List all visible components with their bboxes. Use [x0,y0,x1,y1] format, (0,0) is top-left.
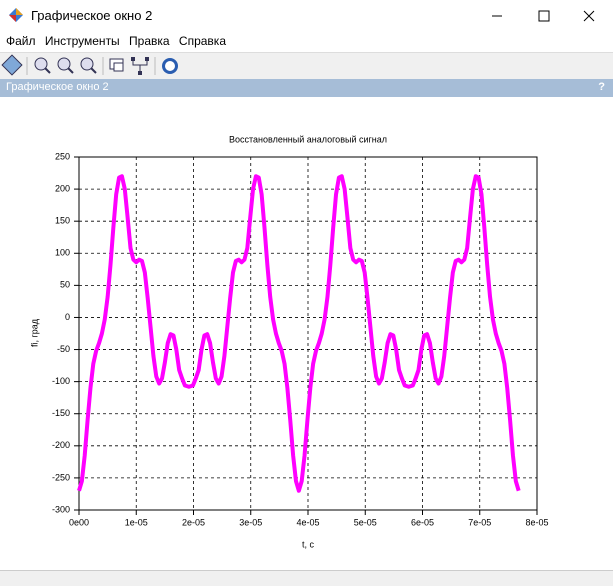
y-tick-label: 100 [55,248,70,258]
x-tick-label: 2e-05 [182,517,205,527]
datatip-tool[interactable] [109,58,124,72]
x-axis-label: t, c [302,539,315,549]
zoom-reset-tool[interactable] [57,57,74,74]
close-button[interactable] [583,10,595,22]
chart: Восстановленный аналоговый сигнал t, c f… [29,134,548,549]
x-tick-label: 3e-05 [239,517,262,527]
status-bar [0,570,613,586]
y-tick-label: 250 [55,151,70,161]
y-tick-label: -200 [52,440,70,450]
maximize-button[interactable] [538,10,550,22]
zoom-out-tool[interactable] [80,57,97,74]
menu-item[interactable]: Правка [129,34,170,48]
rotate-tool[interactable] [1,54,23,76]
menu-item[interactable]: Файл [6,34,36,48]
toolbar [0,52,613,80]
x-tick-label: 1e-05 [125,517,148,527]
window-title: Графическое окно 2 [31,8,153,23]
y-tick-label: 200 [55,183,70,193]
y-tick-label: 50 [60,280,70,290]
y-tick-label: -50 [57,344,70,354]
y-tick-label: 150 [55,216,70,226]
x-tick-label: 4e-05 [296,517,319,527]
menu-item[interactable]: Инструменты [44,34,120,48]
window-controls[interactable] [470,0,613,31]
y-tick-label: -150 [52,408,70,418]
panel-header: Графическое окно 2 ? [0,79,613,97]
help-button[interactable]: ? [598,81,605,93]
y-tick-label: -100 [52,376,70,386]
toolbar-icons [1,54,178,76]
x-tick-label: 5e-05 [354,517,377,527]
app-icon [9,8,23,22]
chart-title: Восстановленный аналоговый сигнал [229,134,387,144]
panel-title: Графическое окно 2 [6,81,109,93]
x-tick-label: 8e-05 [525,517,548,527]
y-tick-label: -250 [52,472,70,482]
title-bar: Графическое окно 2 [0,0,613,31]
plot-frame [78,156,538,511]
editor-tool[interactable] [131,57,149,75]
y-tick-label: 0 [65,312,70,322]
menu-item[interactable]: Справка [178,34,226,48]
x-tick-label: 6e-05 [411,517,434,527]
y-tick-label: -300 [52,504,70,514]
y-axis-label: fi, град [29,318,39,347]
menu-bar: Файл Инструменты Правка Справка [0,31,613,52]
help-tool[interactable] [162,58,178,74]
zoom-tool[interactable] [34,57,51,74]
x-tick-label: 0e00 [69,517,89,527]
x-tick-label: 7e-05 [468,517,491,527]
signal-line [77,174,521,493]
